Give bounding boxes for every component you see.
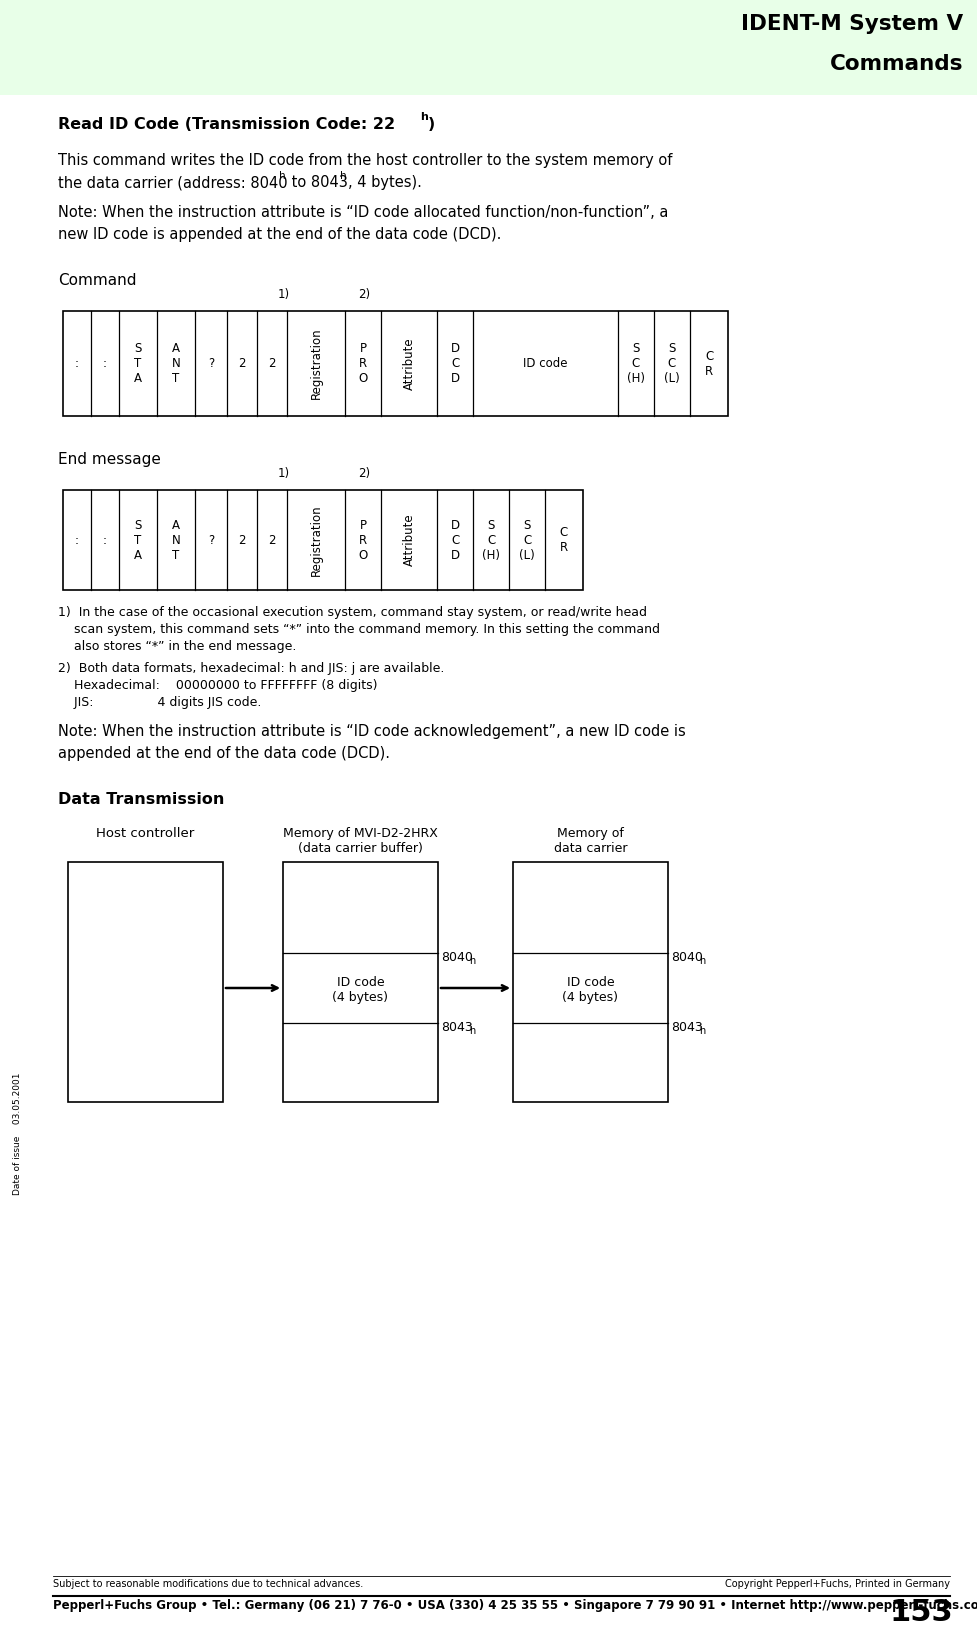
Text: S
T
A: S T A [134, 518, 142, 562]
Text: also stores “*” in the end message.: also stores “*” in the end message. [58, 641, 296, 654]
Text: Read ID Code (Transmission Code: 22: Read ID Code (Transmission Code: 22 [58, 118, 395, 132]
Text: Attribute: Attribute [403, 337, 415, 391]
Text: S
C
(L): S C (L) [519, 518, 534, 562]
Text: Memory of: Memory of [557, 827, 624, 840]
Text: Registration: Registration [310, 328, 322, 399]
Text: P
R
O: P R O [359, 342, 367, 386]
Text: (4 bytes): (4 bytes) [332, 990, 389, 1003]
Bar [68, 863, 223, 1101]
Text: Data Transmission: Data Transmission [58, 792, 225, 807]
Bar [283, 863, 438, 1101]
Text: appended at the end of the data code (DCD).: appended at the end of the data code (DC… [58, 747, 390, 761]
Text: P
R
O: P R O [359, 518, 367, 562]
Text: Attribute: Attribute [403, 513, 415, 567]
Text: data carrier: data carrier [554, 842, 627, 855]
Text: Registration: Registration [310, 505, 322, 575]
Text: (data carrier buffer): (data carrier buffer) [298, 842, 423, 855]
Text: h: h [420, 113, 428, 123]
Text: ID code: ID code [567, 975, 615, 989]
Text: 2: 2 [269, 533, 276, 546]
Text: ID code: ID code [524, 356, 568, 369]
Text: h: h [340, 172, 347, 181]
Text: Memory of MVI-D2-2HRX: Memory of MVI-D2-2HRX [283, 827, 438, 840]
Bar [513, 863, 668, 1101]
Text: ): ) [428, 118, 435, 132]
Text: ?: ? [208, 533, 214, 546]
Text: C
R: C R [560, 526, 568, 554]
Text: 8040: 8040 [441, 951, 473, 964]
Text: 2): 2) [358, 288, 370, 301]
Text: S
C
(L): S C (L) [664, 342, 680, 386]
Text: 2: 2 [269, 356, 276, 369]
Text: D
C
D: D C D [450, 518, 459, 562]
Text: A
N
T: A N T [172, 518, 181, 562]
Text: Hexadecimal:    00000000 to FFFFFFFF (8 digits): Hexadecimal: 00000000 to FFFFFFFF (8 dig… [58, 680, 377, 693]
Text: S
C
(H): S C (H) [627, 342, 645, 386]
Bar [63, 490, 583, 590]
Text: S
C
(H): S C (H) [482, 518, 500, 562]
Text: :: : [75, 533, 79, 546]
Text: h: h [469, 1026, 475, 1036]
Text: Note: When the instruction attribute is “ID code acknowledgement”, a new ID code: Note: When the instruction attribute is … [58, 724, 686, 739]
Text: A
N
T: A N T [172, 342, 181, 386]
Text: h: h [699, 1026, 705, 1036]
Text: h: h [469, 956, 475, 966]
Text: h: h [699, 956, 705, 966]
Text: :: : [75, 356, 79, 369]
Text: :: : [103, 533, 107, 546]
Bar [63, 310, 728, 417]
Text: to 8043: to 8043 [287, 175, 348, 190]
Text: 1)  In the case of the occasional execution system, command stay system, or read: 1) In the case of the occasional executi… [58, 606, 647, 619]
Text: , 4 bytes).: , 4 bytes). [348, 175, 422, 190]
Text: IDENT-M System V: IDENT-M System V [741, 15, 963, 34]
Text: :: : [103, 356, 107, 369]
Bar [0, 0, 977, 95]
Text: 8040: 8040 [671, 951, 702, 964]
Text: ID code: ID code [337, 975, 384, 989]
Text: D
C
D: D C D [450, 342, 459, 386]
Text: Copyright Pepperl+Fuchs, Printed in Germany: Copyright Pepperl+Fuchs, Printed in Germ… [725, 1578, 950, 1588]
Text: 2): 2) [358, 467, 370, 480]
Text: 153: 153 [889, 1598, 953, 1627]
Text: Note: When the instruction attribute is “ID code allocated function/non-function: Note: When the instruction attribute is … [58, 204, 668, 221]
Text: C
R: C R [704, 350, 713, 377]
Text: This command writes the ID code from the host controller to the system memory of: This command writes the ID code from the… [58, 154, 672, 168]
Text: ?: ? [208, 356, 214, 369]
Text: h: h [279, 172, 285, 181]
Text: new ID code is appended at the end of the data code (DCD).: new ID code is appended at the end of th… [58, 227, 501, 242]
Text: Host controller: Host controller [97, 827, 194, 840]
Text: S
T
A: S T A [134, 342, 142, 386]
Text: 1): 1) [278, 288, 290, 301]
Text: 2: 2 [238, 356, 246, 369]
Text: 8043: 8043 [671, 1021, 702, 1034]
Text: JIS:                4 digits JIS code.: JIS: 4 digits JIS code. [58, 696, 262, 709]
Text: Subject to reasonable modifications due to technical advances.: Subject to reasonable modifications due … [53, 1578, 363, 1588]
Text: Pepperl+Fuchs Group • Tel.: Germany (06 21) 7 76-0 • USA (330) 4 25 35 55 • Sing: Pepperl+Fuchs Group • Tel.: Germany (06 … [53, 1600, 977, 1613]
Text: Command: Command [58, 273, 137, 288]
Text: 1): 1) [278, 467, 290, 480]
Text: (4 bytes): (4 bytes) [563, 990, 618, 1003]
Text: End message: End message [58, 453, 161, 467]
Text: 2)  Both data formats, hexadecimal: h and JIS: j are available.: 2) Both data formats, hexadecimal: h and… [58, 662, 445, 675]
Text: Commands: Commands [829, 54, 963, 74]
Text: Date of issue    03.05.2001: Date of issue 03.05.2001 [14, 1074, 22, 1194]
Text: the data carrier (address: 8040: the data carrier (address: 8040 [58, 175, 287, 190]
Text: 8043: 8043 [441, 1021, 473, 1034]
Text: scan system, this command sets “*” into the command memory. In this setting the : scan system, this command sets “*” into … [58, 623, 660, 636]
Text: 2: 2 [238, 533, 246, 546]
